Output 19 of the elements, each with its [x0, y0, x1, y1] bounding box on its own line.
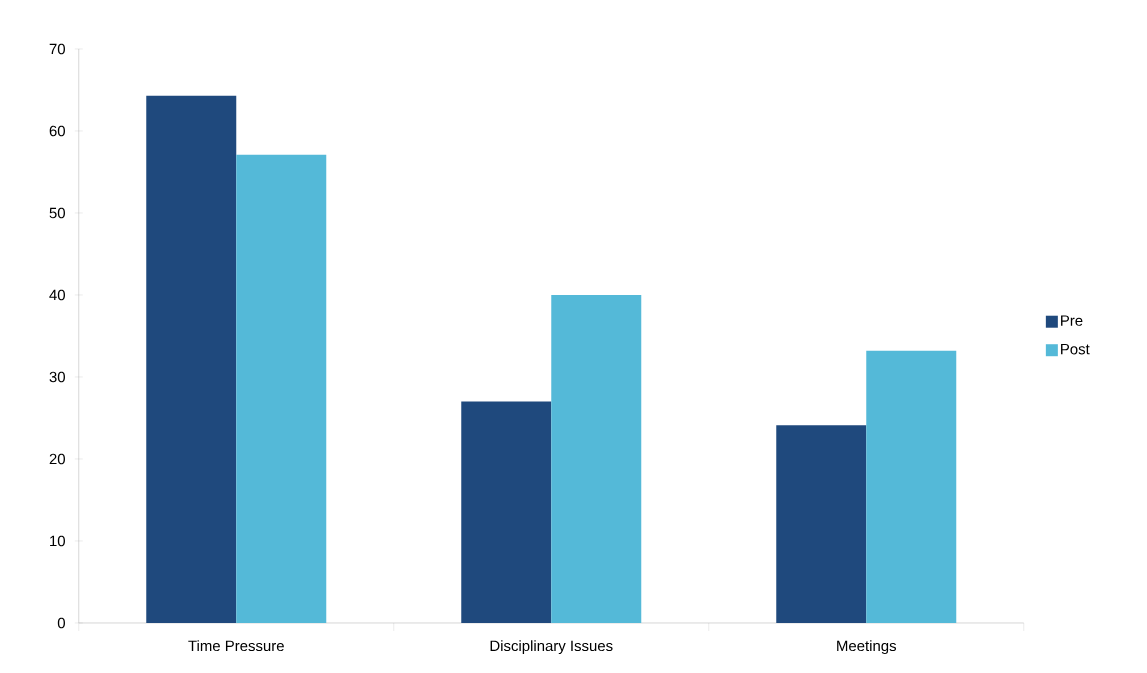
x-tick-label: Disciplinary Issues [490, 640, 613, 655]
x-tick-label: Meetings [837, 640, 897, 655]
bar [776, 425, 867, 623]
legend-label: Pre [1061, 315, 1083, 326]
bar [866, 350, 957, 623]
y-tick-label: 70 [49, 43, 65, 55]
bar [461, 401, 552, 623]
y-tick-label: 60 [49, 125, 65, 137]
y-tick-label: 20 [49, 453, 65, 465]
bar [551, 294, 642, 623]
bar [236, 154, 327, 623]
x-tick-label: Time Pressure [188, 640, 284, 652]
y-tick-label: 30 [49, 371, 65, 383]
y-tick-label: 10 [50, 535, 65, 547]
y-tick-label: 50 [49, 207, 65, 219]
legend-label: Post [1061, 343, 1090, 355]
y-tick-label: 40 [49, 289, 65, 301]
y-tick-label: 0 [57, 617, 65, 629]
bar [146, 95, 237, 623]
